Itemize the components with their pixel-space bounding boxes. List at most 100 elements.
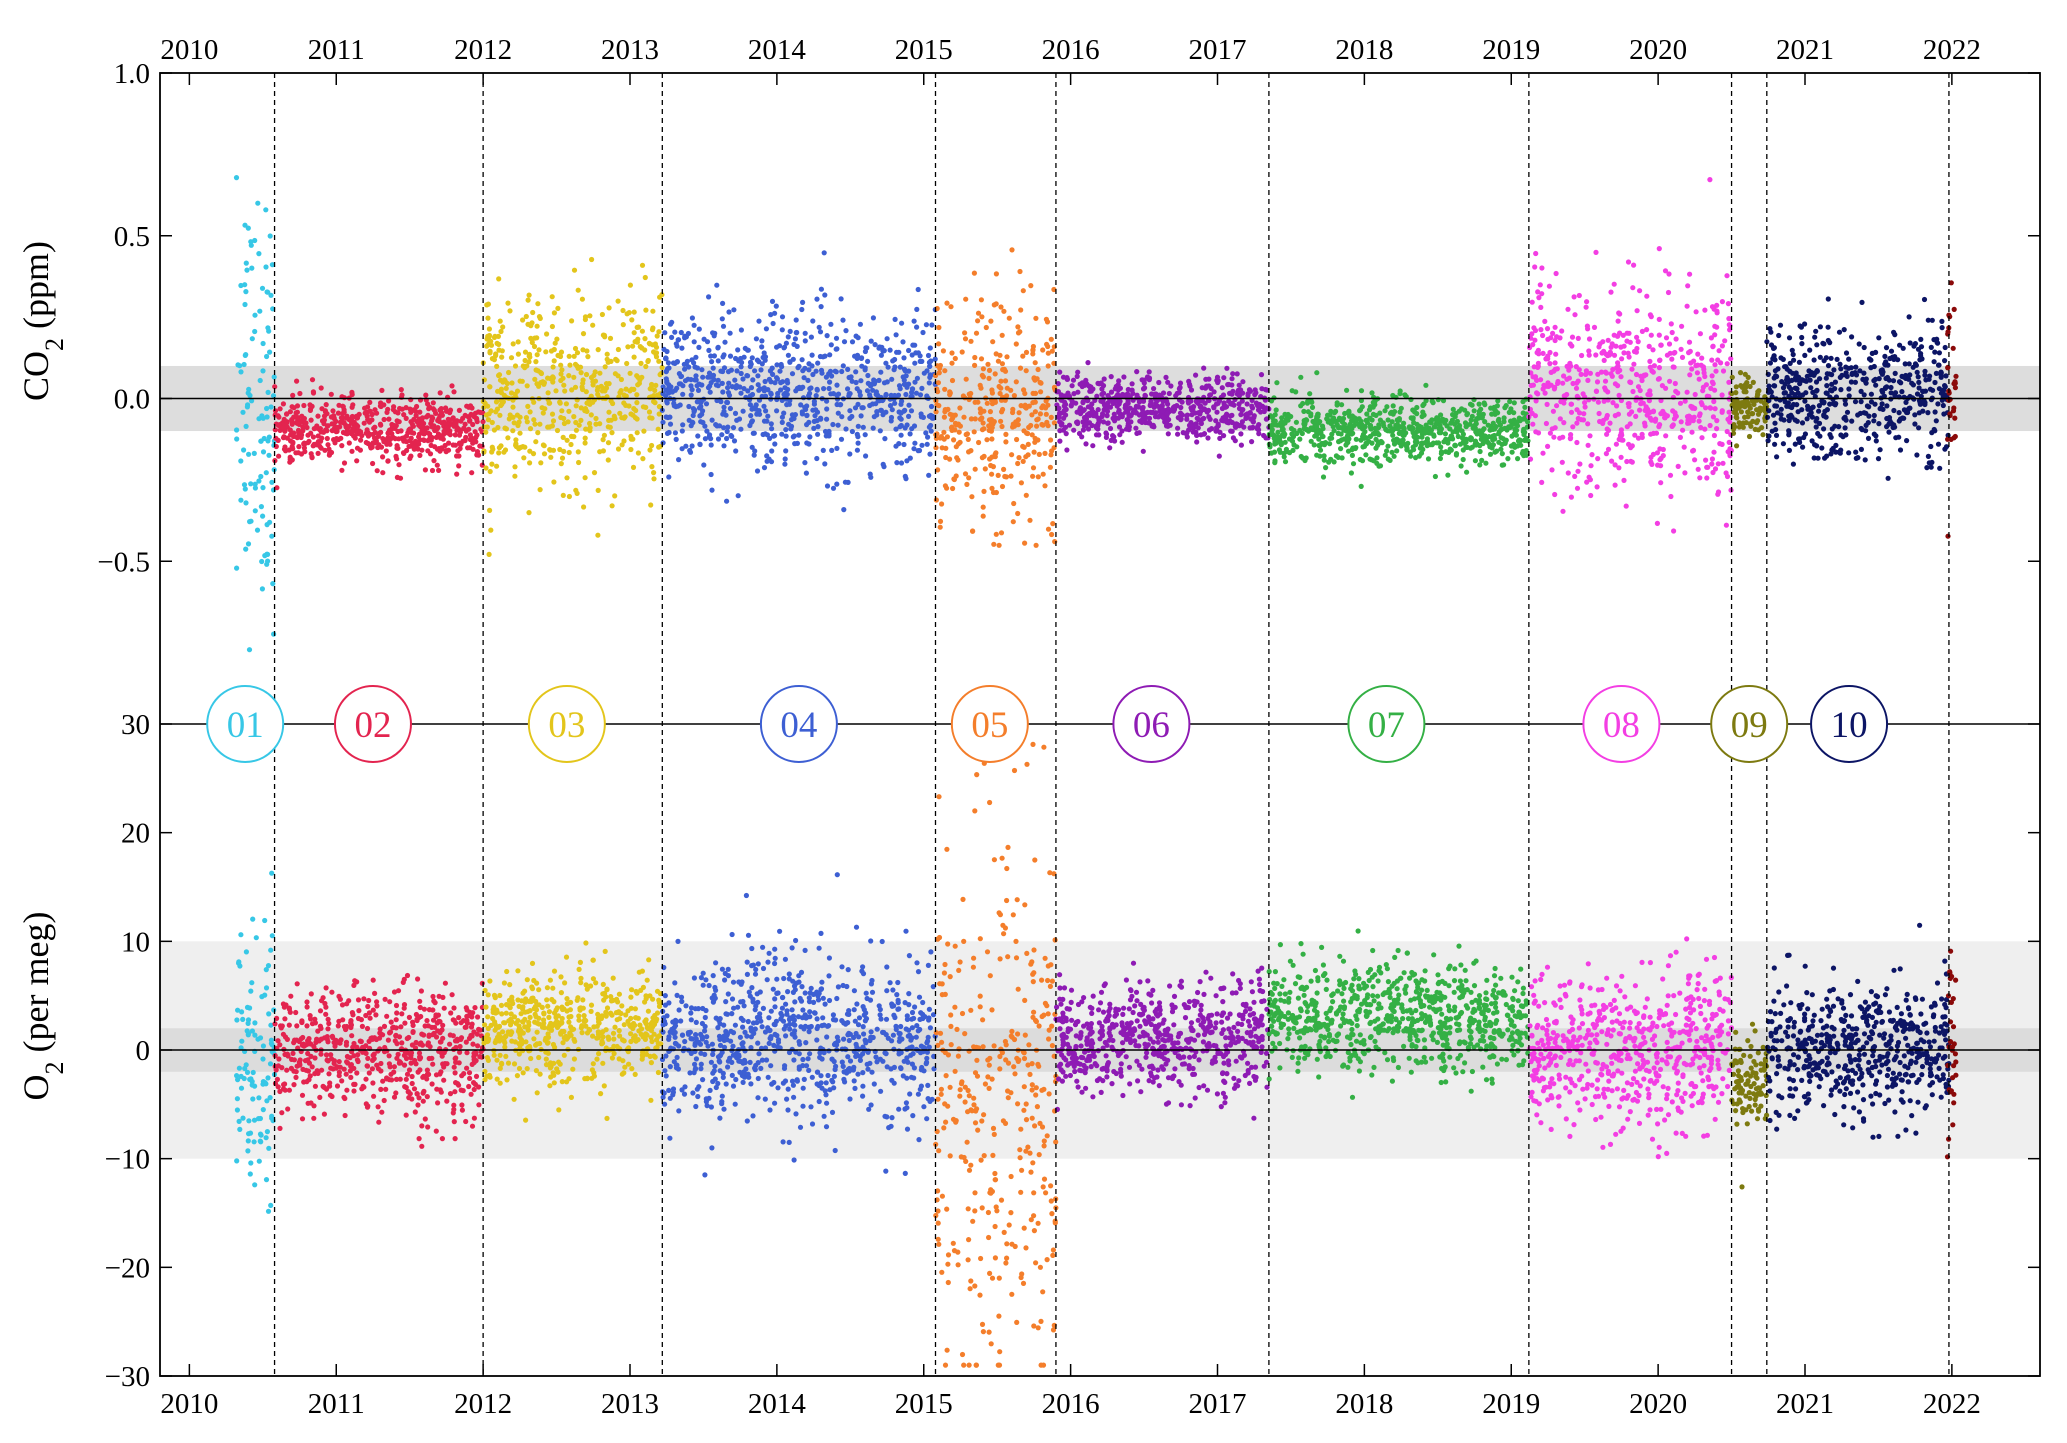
co2-point-05 <box>1033 542 1039 548</box>
co2-point-03 <box>561 448 567 454</box>
o2-point-05 <box>1001 931 1007 937</box>
o2-point-04 <box>738 1015 744 1022</box>
co2-point-02 <box>378 403 384 410</box>
co2-point-02 <box>337 424 343 430</box>
o2-point-02 <box>305 1100 311 1106</box>
o2-point-02 <box>294 1037 300 1043</box>
o2-point-04 <box>779 1013 785 1019</box>
o2-point-05 <box>1031 970 1037 976</box>
o2-point-01 <box>249 1028 255 1034</box>
co2-point-05 <box>979 314 985 320</box>
co2-point-02 <box>340 403 346 409</box>
o2-point-04 <box>662 1021 668 1027</box>
co2-point-02 <box>301 415 307 422</box>
o2-point-05 <box>1022 1032 1028 1038</box>
co2-point-03 <box>527 409 533 415</box>
co2-point-05 <box>998 418 1004 424</box>
co2-point-04 <box>762 378 768 385</box>
co2-point-03 <box>485 403 491 409</box>
co2-point-04 <box>887 347 893 353</box>
o2-point-02 <box>328 1065 334 1071</box>
o2-point-05 <box>1027 1071 1033 1077</box>
co2-point-03 <box>566 408 572 414</box>
co2-point-03 <box>555 305 561 311</box>
o2-point-03 <box>483 1004 489 1010</box>
o2-point-03 <box>621 1022 627 1028</box>
o2-point-02 <box>467 1009 473 1015</box>
o2-point-03 <box>517 1032 523 1038</box>
o2-point-03 <box>568 1024 574 1030</box>
co2-point-04 <box>691 322 697 328</box>
co2-point-02 <box>434 446 440 452</box>
co2-point-04 <box>903 373 909 379</box>
co2-point-04 <box>919 442 925 448</box>
co2-point-02 <box>379 387 385 393</box>
co2-point-04 <box>796 432 802 438</box>
co2-point-03 <box>515 351 522 357</box>
co2-point-04 <box>860 424 866 430</box>
co2-point-05 <box>1001 366 1008 372</box>
o2-point-03 <box>525 1026 531 1032</box>
co2-point-01 <box>249 265 255 271</box>
o2-point-04 <box>760 965 767 972</box>
co2-point-05 <box>985 361 991 367</box>
o2-point-02 <box>398 1024 404 1030</box>
o2-point-02 <box>285 1106 291 1112</box>
o2-point-05 <box>942 1101 948 1107</box>
co2-point-03 <box>512 363 519 369</box>
co2-point-04 <box>781 344 788 350</box>
co2-point-02 <box>399 392 405 398</box>
o2-point-05 <box>1004 1255 1010 1261</box>
o2-point-04 <box>869 989 876 995</box>
o2-point-05 <box>962 1084 968 1090</box>
o2-point-04 <box>795 1014 802 1020</box>
o2-point-02 <box>334 1083 341 1089</box>
o2-point-05 <box>990 1152 996 1158</box>
o2-point-03 <box>557 1061 563 1067</box>
co2-point-06 <box>1100 390 1107 396</box>
o2-point-02 <box>408 1052 414 1058</box>
o2-point-02 <box>275 1063 281 1069</box>
o2-point-04 <box>725 1064 731 1070</box>
co2-point-04 <box>912 360 918 366</box>
o2-point-04 <box>713 960 719 966</box>
o2-point-02 <box>439 1136 445 1142</box>
co2-point-03 <box>522 444 528 450</box>
co2-point-03 <box>588 374 595 381</box>
co2-point-05 <box>942 368 948 374</box>
co2-point-05 <box>1045 423 1051 429</box>
o2-point-02 <box>343 1071 349 1077</box>
co2-point-01 <box>264 405 270 412</box>
co2-point-04 <box>744 373 750 379</box>
o2-point-02 <box>437 1071 443 1077</box>
co2-point-03 <box>595 391 601 397</box>
co2-point-05 <box>936 324 942 331</box>
co2-point-03 <box>615 373 621 379</box>
co2-point-02 <box>307 407 313 413</box>
o2-point-02 <box>416 1136 422 1142</box>
o2-point-04 <box>753 1003 759 1009</box>
o2-point-01 <box>250 1069 256 1076</box>
co2-point-05 <box>1003 431 1009 437</box>
o2-point-04 <box>744 959 750 965</box>
o2-point-04 <box>889 1115 895 1121</box>
co2-point-04 <box>884 336 890 342</box>
co2-point-02 <box>429 434 435 441</box>
co2-point-04 <box>894 460 900 466</box>
co2-point-02 <box>417 452 423 458</box>
co2-point-05 <box>995 472 1001 478</box>
o2-point-02 <box>371 1093 377 1099</box>
o2-point-02 <box>376 1119 382 1125</box>
co2-point-05 <box>989 425 995 431</box>
co2-point-02 <box>424 425 430 431</box>
o2-point-04 <box>857 1057 864 1063</box>
o2-point-02 <box>275 1084 281 1090</box>
o2-point-04 <box>808 985 814 991</box>
o2-point-03 <box>608 994 614 1000</box>
co2-point-04 <box>802 330 808 336</box>
co2-point-06 <box>1194 439 1200 445</box>
o2-point-05 <box>1031 1009 1037 1015</box>
o2-point-05 <box>1050 1247 1056 1253</box>
o2-point-03 <box>649 1038 655 1045</box>
co2-point-03 <box>510 341 516 347</box>
